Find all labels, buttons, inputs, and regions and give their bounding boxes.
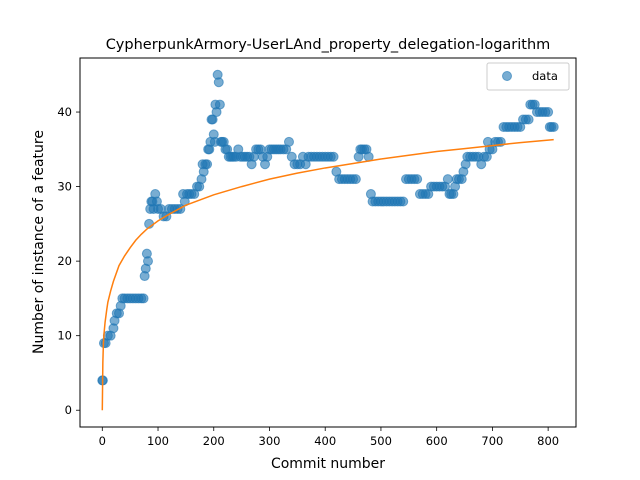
x-axis-label: Commit number xyxy=(271,456,385,472)
data-point xyxy=(543,107,554,118)
x-tick-label: 500 xyxy=(370,434,392,448)
x-tick-label: 300 xyxy=(259,434,281,448)
x-tick-label: 600 xyxy=(426,434,448,448)
y-tick-label: 30 xyxy=(57,180,72,194)
data-point xyxy=(350,174,361,185)
series-layer xyxy=(97,69,559,411)
x-tick-label: 0 xyxy=(99,434,106,448)
data-point xyxy=(142,256,153,267)
data-point xyxy=(214,99,225,110)
data-point xyxy=(202,159,213,170)
data-point xyxy=(398,196,409,207)
legend-marker xyxy=(502,71,512,81)
legend: data xyxy=(486,62,570,91)
y-tick-label: 10 xyxy=(57,329,72,343)
y-axis-label: Number of instance of a feature xyxy=(31,130,47,354)
y-tick-label: 20 xyxy=(57,254,72,268)
legend-label-data: data xyxy=(532,69,558,83)
x-tick-label: 800 xyxy=(537,434,559,448)
x-tick-label: 100 xyxy=(147,434,169,448)
data-point xyxy=(523,114,534,125)
y-tick-label: 0 xyxy=(65,403,72,417)
data-point xyxy=(548,121,559,132)
fit-curve xyxy=(101,138,554,411)
axes-frame xyxy=(79,57,577,428)
x-tick-label: 400 xyxy=(314,434,336,448)
data-point xyxy=(412,174,423,185)
x-axis-ticks: 0 100 200 300 400 500 600 700 800 xyxy=(99,427,559,448)
data-point xyxy=(442,174,453,185)
y-tick-label: 40 xyxy=(57,105,72,119)
y-axis-ticks: 0 10 20 30 40 xyxy=(57,105,80,417)
data-point xyxy=(328,151,339,162)
data-point xyxy=(213,77,224,88)
data-point xyxy=(138,293,149,304)
plot-area xyxy=(79,57,577,428)
x-tick-label: 200 xyxy=(203,434,225,448)
legend-box xyxy=(486,62,570,91)
data-point xyxy=(283,136,294,147)
chart-title: CypherpunkArmory-UserLAnd_property_deleg… xyxy=(106,37,551,53)
x-tick-label: 700 xyxy=(481,434,503,448)
